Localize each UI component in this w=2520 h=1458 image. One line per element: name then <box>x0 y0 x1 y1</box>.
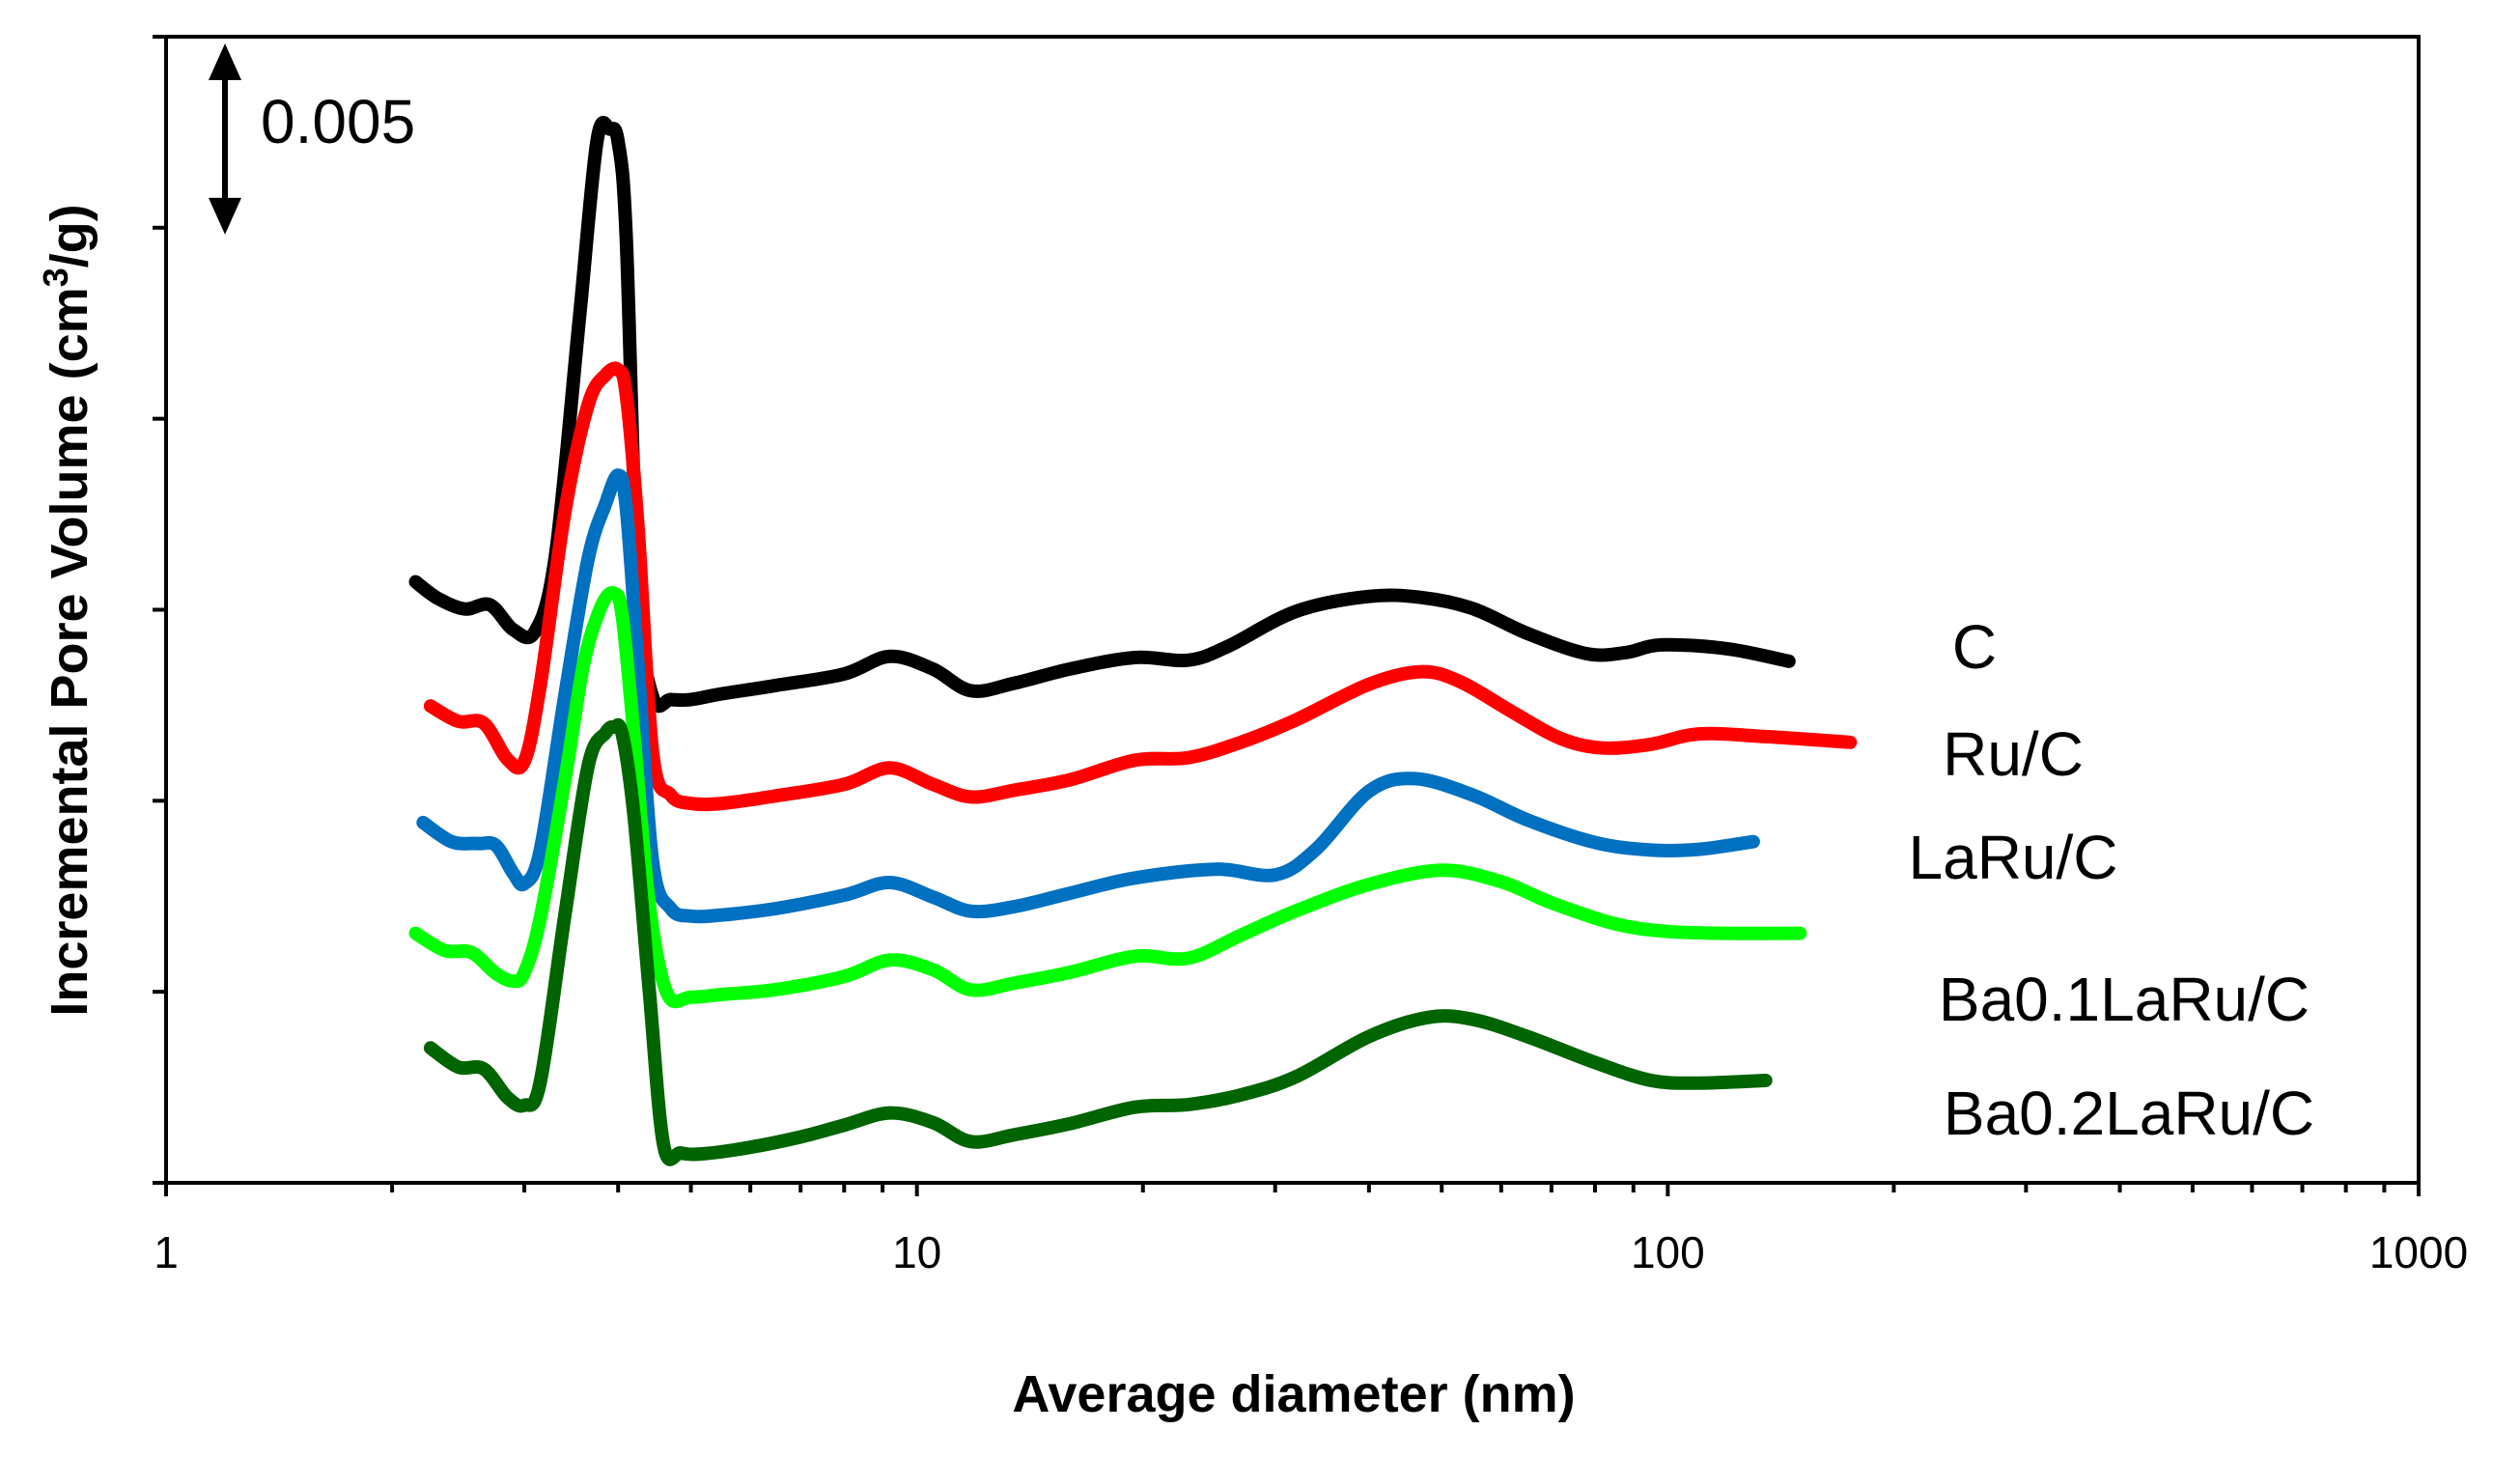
x-axis-title: Average diameter (nm) <box>1012 1365 1575 1423</box>
x-tick-label: 1000 <box>2369 1227 2468 1277</box>
y-axis-title-end: /g) <box>41 204 98 267</box>
series-line-ba0-1laru-c <box>408 586 1807 1009</box>
x-tick-label: 1 <box>154 1227 179 1277</box>
legend-label-ru-c: Ru/C <box>1943 719 2084 789</box>
scale-bar-label: 0.005 <box>261 87 415 156</box>
series-line-ba0-2laru-c <box>423 717 1773 1166</box>
scale-bar-arrow-down <box>209 197 241 235</box>
x-tick-label: 10 <box>892 1227 941 1277</box>
y-axis-title-superscript: 3 <box>36 267 75 287</box>
legend: C Ru/C LaRu/C Ba0.1LaRu/C Ba0.2LaRu/C <box>1909 612 2315 1148</box>
legend-label-ba02laru-c: Ba0.2LaRu/C <box>1944 1079 2314 1148</box>
series-line-laru-c <box>416 468 1760 924</box>
x-tick-label: 100 <box>1631 1227 1705 1277</box>
y-axis-title: Incremental Pore Volume (cm3/g) <box>36 204 98 1016</box>
legend-label-ba01laru-c: Ba0.1LaRu/C <box>1939 965 2310 1034</box>
legend-label-c: C <box>1952 612 1997 682</box>
x-axis-ticks: 1 10 100 1000 <box>154 1183 2468 1277</box>
scale-bar: 0.005 <box>209 43 415 235</box>
y-axis-title-main: Incremental Pore Volume (cm <box>41 287 98 1016</box>
legend-label-laru-c: LaRu/C <box>1909 823 2118 892</box>
series-layer <box>408 116 1858 1166</box>
y-axis-ticks <box>153 35 166 1185</box>
scale-bar-arrow-up <box>209 43 241 80</box>
series-line-ru-c <box>423 361 1858 812</box>
